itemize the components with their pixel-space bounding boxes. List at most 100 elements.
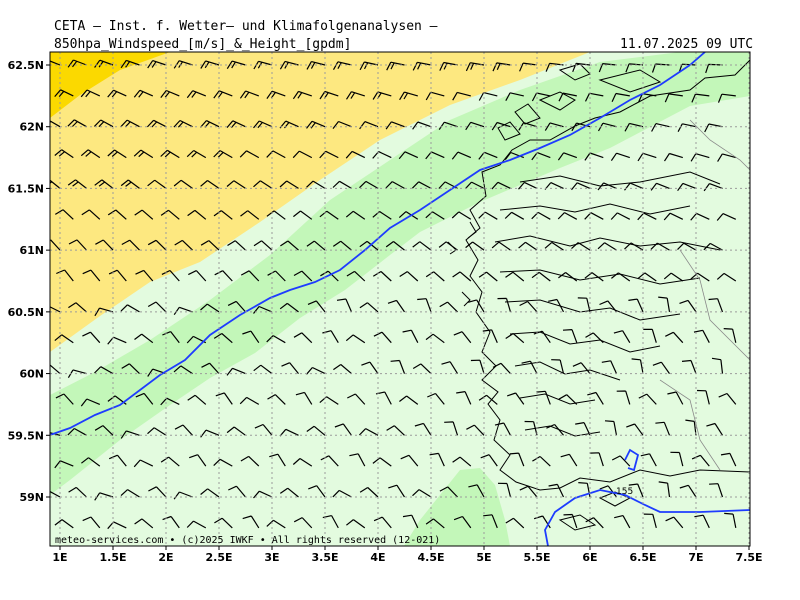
wind-barb xyxy=(239,90,260,99)
wind-barb xyxy=(551,359,565,374)
wind-barb xyxy=(519,300,538,313)
lon-tick-label: 7E xyxy=(688,551,703,564)
wind-barb xyxy=(213,458,233,467)
wind-barb xyxy=(67,179,87,189)
wind-barb xyxy=(293,270,313,282)
lon-tick-label: 3E xyxy=(264,551,279,564)
wind-barb xyxy=(637,212,657,221)
wind-barb xyxy=(373,331,392,344)
wind-barb xyxy=(626,423,644,436)
wind-barb xyxy=(242,515,260,529)
wind-barb xyxy=(280,240,299,251)
wind-barb xyxy=(507,392,525,405)
wind-barb xyxy=(279,302,299,313)
wind-barb xyxy=(652,361,670,374)
wind-barb xyxy=(292,150,313,159)
wind-barb xyxy=(266,150,286,159)
wind-barb xyxy=(226,60,246,70)
wind-barb xyxy=(716,213,737,221)
wind-barb xyxy=(50,364,61,375)
wind-barb xyxy=(200,488,220,498)
wind-barb xyxy=(266,210,286,220)
wind-barb xyxy=(160,397,180,406)
wind-barb xyxy=(173,119,193,128)
wind-barb xyxy=(557,152,578,161)
wind-barb xyxy=(332,489,352,498)
lat-tick-label: 62N xyxy=(19,121,44,134)
latitude-tick-labels: 62.5N 62N 61.5N 61N 60.5N 60N 59.5N 59N xyxy=(8,59,50,504)
wind-barb xyxy=(504,211,525,220)
wind-barb xyxy=(322,330,339,344)
wind-barb xyxy=(584,272,604,282)
wind-barb xyxy=(54,149,74,159)
wind-barb xyxy=(50,239,61,251)
wind-barb xyxy=(478,92,498,101)
wind-barb xyxy=(334,423,352,436)
wind-barb xyxy=(372,457,392,467)
wind-barb xyxy=(703,242,723,251)
wind-barb xyxy=(307,300,326,313)
wind-barb xyxy=(361,361,379,374)
wind-barb xyxy=(345,91,365,100)
wind-barb xyxy=(640,453,657,467)
wind-barb xyxy=(571,182,591,191)
wind-barb xyxy=(504,151,525,161)
wind-barb xyxy=(480,454,498,467)
wind-barb xyxy=(187,209,207,220)
wind-barb xyxy=(148,486,167,498)
wind-barb xyxy=(94,425,114,436)
wind-barb xyxy=(359,486,379,498)
wind-barb xyxy=(332,180,352,189)
wind-barb xyxy=(82,331,101,344)
contour-label-155: 155 xyxy=(616,487,633,497)
wind-barb xyxy=(160,209,180,220)
wind-barb xyxy=(724,512,737,529)
wind-barb xyxy=(253,490,273,499)
wind-barb xyxy=(558,92,577,102)
wind-barb xyxy=(253,364,273,375)
wind-barb xyxy=(643,513,657,529)
wind-barb xyxy=(134,518,154,529)
wind-barb xyxy=(655,421,671,436)
wind-barb xyxy=(575,422,591,436)
wind-barb xyxy=(107,149,127,159)
wind-barb xyxy=(398,151,419,160)
wind-barb xyxy=(68,486,87,498)
wind-barb xyxy=(80,89,101,98)
wind-barb xyxy=(107,89,127,98)
wind-barb xyxy=(628,483,644,498)
wind-barb xyxy=(400,454,419,467)
wind-barb xyxy=(531,92,551,102)
wind-barb xyxy=(590,452,604,467)
wind-barb xyxy=(266,519,286,529)
wind-barb xyxy=(120,430,140,439)
wind-barb xyxy=(677,123,697,132)
wind-barb xyxy=(478,151,498,160)
band-light-green xyxy=(50,52,750,546)
wind-barb xyxy=(188,270,207,282)
wind-barb xyxy=(174,424,193,436)
wind-barb xyxy=(54,334,74,344)
wind-barb xyxy=(147,301,167,313)
wind-barb xyxy=(173,306,193,316)
wind-barb xyxy=(200,303,220,313)
wind-barb xyxy=(135,392,154,405)
wind-barb xyxy=(690,212,710,221)
wind-barb xyxy=(667,391,684,405)
wind-barb xyxy=(696,389,710,405)
wind-barb xyxy=(213,150,233,159)
wind-barb xyxy=(723,328,737,343)
lon-tick-label: 5.5E xyxy=(523,551,550,564)
wind-barb xyxy=(610,152,630,161)
wind-barb xyxy=(173,365,193,375)
wind-barb xyxy=(693,329,710,343)
wind-barb xyxy=(359,302,379,313)
wind-barb xyxy=(147,427,167,436)
wind-barb xyxy=(146,119,167,128)
wind-barb xyxy=(50,306,61,313)
wind-barb xyxy=(587,391,604,405)
wind-barb xyxy=(54,89,74,97)
wind-barb xyxy=(611,92,630,102)
lat-tick-label: 62.5N xyxy=(8,59,44,72)
wind-barb xyxy=(120,119,140,128)
